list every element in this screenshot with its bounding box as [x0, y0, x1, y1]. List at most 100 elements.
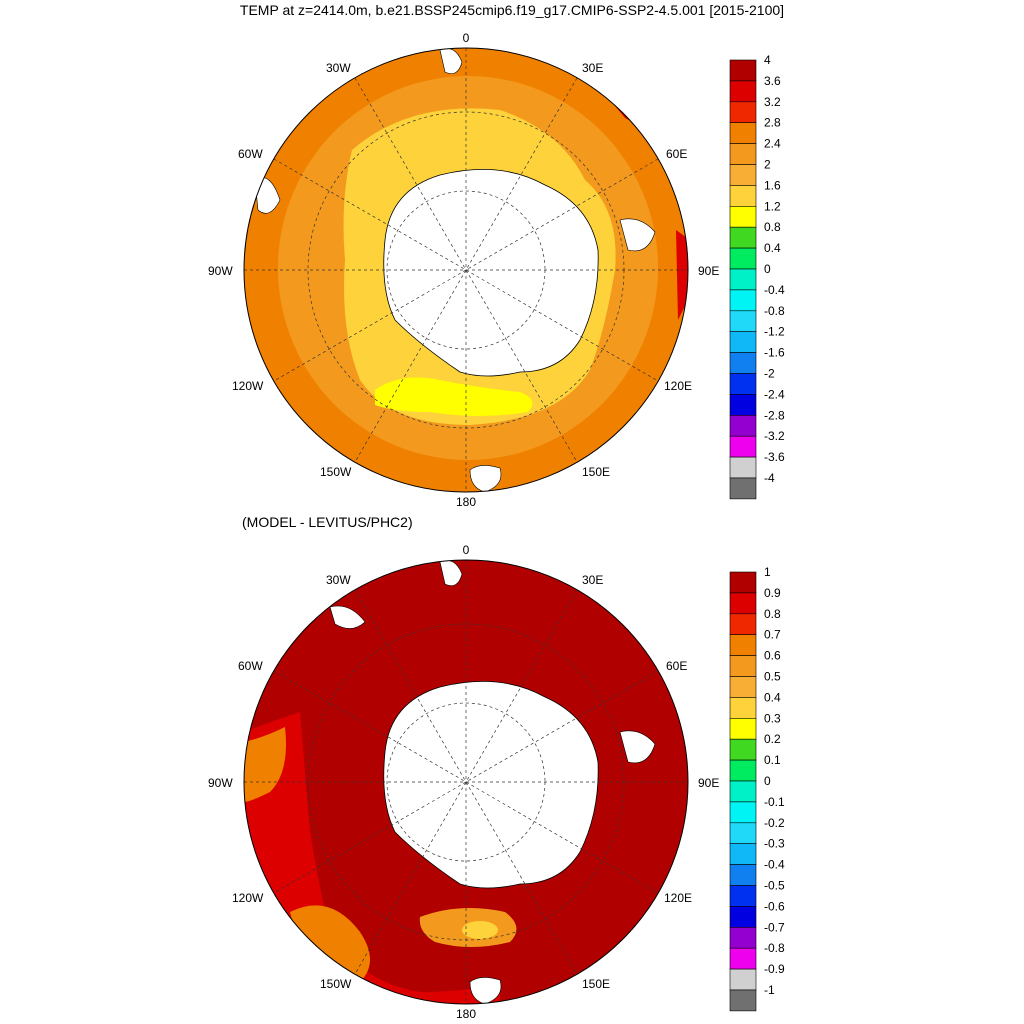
bottom-lon-60w: 60W [238, 659, 263, 673]
bottom-colorbar-cell [729, 864, 757, 886]
bottom-colorbar-label: 0.7 [764, 628, 781, 642]
top-colorbar-label: -2 [764, 367, 775, 381]
bottom-lon-150w: 150W [320, 977, 352, 991]
top-longitude-labels: 0 30E 60E 90E 120E 150E 180 150W 120W 90… [208, 31, 719, 509]
bottom-colorbar-label: -0.5 [764, 879, 785, 893]
antarctica-bottom [383, 680, 599, 889]
top-colorbar-cell [729, 289, 757, 312]
bottom-colorbar-label: 0.4 [764, 690, 781, 704]
top-colorbar-cell [729, 268, 757, 291]
bottom-lon-120w: 120W [232, 891, 264, 905]
bottom-colorbar-cell [729, 718, 757, 740]
bottom-colorbar-label: -0.3 [764, 837, 785, 851]
bottom-colorbar-label: 0.5 [764, 670, 781, 684]
top-colorbar-cell [729, 435, 757, 458]
top-map-border [243, 47, 689, 493]
bottom-colorbar-label: 0.2 [764, 732, 781, 746]
top-colorbar-label: 3.2 [764, 95, 781, 109]
top-colorbar-label: -2.8 [764, 408, 785, 422]
top-colorbar-cell [729, 80, 757, 103]
top-colorbar-cell [729, 414, 757, 437]
top-colorbar-label: 1.2 [764, 199, 781, 213]
bottom-lon-60e: 60E [666, 659, 687, 673]
top-colorbar: 4 3.6 3.2 2.8 2.4 2 1.6 1.2 0.8 0.4 0 -0.4 -0.8 -1.2 -… [729, 53, 785, 500]
bottom-colorbar-label: 0.6 [764, 649, 781, 663]
top-lon-150w: 150W [320, 465, 352, 479]
bottom-yellow-spot [462, 921, 498, 939]
antarctica-top [383, 168, 599, 377]
top-colorbar-label: 2 [764, 158, 771, 172]
top-colorbar-label: 0.4 [764, 241, 781, 255]
bottom-longitude-labels: 0 30E 60E 90E 120E 150E 180 150W 120W 90… [208, 543, 719, 1021]
top-colorbar-label: -1.6 [764, 346, 785, 360]
bottom-colorbar-label: -0.7 [764, 920, 785, 934]
bottom-colorbar-cell [729, 968, 757, 991]
bottom-colorbar-cell [729, 613, 757, 636]
bottom-colorbar-label: -0.9 [764, 962, 785, 976]
top-colorbar-label: -1.2 [764, 325, 785, 339]
bottom-lon-90w: 90W [208, 776, 233, 790]
top-colorbar-cell [729, 164, 757, 186]
top-colorbar-label: 2.8 [764, 116, 781, 130]
top-colorbar-cell [729, 247, 757, 270]
bottom-lon-150e: 150E [582, 977, 610, 991]
top-colorbar-cell [729, 59, 757, 82]
top-lon-30w: 30W [326, 61, 351, 75]
top-lon-120w: 120W [232, 379, 264, 393]
top-colorbar-cell [729, 226, 757, 249]
bottom-colorbar-cell [729, 592, 757, 615]
bottom-colorbar-label: -1 [764, 983, 775, 997]
bottom-colorbar-cell [729, 947, 757, 970]
top-lon-150e: 150E [582, 465, 610, 479]
island-bottom-nw [329, 605, 366, 629]
bottom-colorbar-cell [729, 655, 757, 677]
new-zealand-top [469, 465, 502, 492]
top-colorbar-cell [729, 477, 757, 500]
top-colorbar-label: 4 [764, 53, 771, 67]
top-panel: 0 30E 60E 90E 120E 150E 180 150W 120W 90… [208, 31, 785, 509]
top-warm-core [375, 377, 533, 416]
bottom-colorbar-cell [729, 676, 757, 698]
bottom-map-border [243, 559, 689, 1005]
top-colorbar-label: -2.4 [764, 387, 785, 401]
top-colorbar-label: 3.6 [764, 74, 781, 88]
bottom-colorbar-cell [729, 634, 757, 656]
bottom-colorbar-label: 0.1 [764, 753, 781, 767]
top-colorbar-cell [729, 352, 757, 374]
bottom-lon-90e: 90E [698, 776, 719, 790]
top-colorbar-cell [729, 143, 757, 165]
top-colorbar-label: -0.4 [764, 283, 785, 297]
bottom-colorbar-cell [729, 926, 757, 949]
top-colorbar-cell [729, 101, 757, 124]
top-colorbar-cell [729, 373, 757, 395]
bottom-colorbar-label: 0.3 [764, 711, 781, 725]
kerguelen-bottom [619, 730, 656, 764]
top-lon-60e: 60E [666, 147, 687, 161]
bottom-colorbar-cell [729, 822, 757, 844]
top-colorbar-cell [729, 394, 757, 416]
top-colorbar-label: -3.2 [764, 429, 785, 443]
bottom-colorbar-label: -0.2 [764, 816, 785, 830]
top-colorbar-label: -0.8 [764, 304, 785, 318]
top-colorbar-cell [729, 456, 757, 479]
top-colorbar-label: -4 [764, 471, 775, 485]
top-lon-90e: 90E [698, 264, 719, 278]
bottom-lon-180: 180 [456, 1007, 476, 1021]
bottom-colorbar-label: 1 [764, 565, 771, 579]
bottom-colorbar-label: 0.8 [764, 607, 781, 621]
bottom-lon-30e: 30E [582, 573, 603, 587]
bottom-colorbar-cell [729, 885, 757, 907]
bottom-colorbar-cell [729, 759, 757, 782]
top-colorbar-label: -3.6 [764, 450, 785, 464]
top-lon-90w: 90W [208, 264, 233, 278]
bottom-colorbar-label: -0.6 [764, 899, 785, 913]
bottom-colorbar-cell [729, 571, 757, 594]
top-map-field [244, 48, 688, 492]
top-colorbar-cell [729, 331, 757, 353]
bottom-colorbar-label: -0.8 [764, 941, 785, 955]
bottom-map-field [244, 560, 688, 1004]
top-colorbar-label: 1.6 [764, 178, 781, 192]
bottom-lon-120e: 120E [664, 891, 692, 905]
bottom-colorbar-cell [729, 906, 757, 928]
top-map-svg: 0 30E 60E 90E 120E 150E 180 150W 120W 90… [208, 31, 785, 509]
